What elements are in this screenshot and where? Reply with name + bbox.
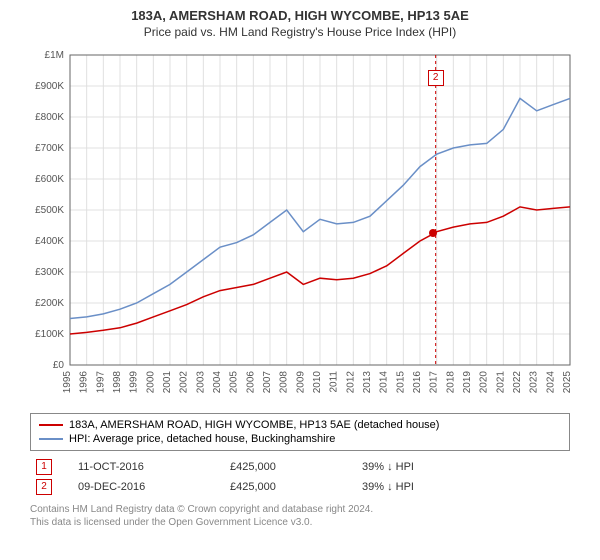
sale-marker-icon: 1 bbox=[36, 459, 52, 475]
svg-text:2022: 2022 bbox=[512, 371, 523, 394]
legend-label: HPI: Average price, detached house, Buck… bbox=[69, 433, 335, 445]
svg-text:£1M: £1M bbox=[45, 50, 64, 61]
svg-text:2025: 2025 bbox=[562, 371, 573, 394]
svg-text:2009: 2009 bbox=[295, 371, 306, 394]
svg-text:1998: 1998 bbox=[112, 371, 123, 394]
footer: Contains HM Land Registry data © Crown c… bbox=[30, 503, 570, 529]
chart-area: £0 £100K £200K £300K £400K £500K £600K £700K £80… bbox=[20, 45, 580, 405]
svg-text:£900K: £900K bbox=[35, 81, 64, 92]
svg-text:2001: 2001 bbox=[162, 371, 173, 394]
svg-text:£800K: £800K bbox=[35, 112, 64, 123]
footer-line: Contains HM Land Registry data © Crown c… bbox=[30, 503, 570, 516]
svg-text:£500K: £500K bbox=[35, 205, 64, 216]
svg-text:2007: 2007 bbox=[262, 371, 273, 394]
svg-text:1997: 1997 bbox=[95, 371, 106, 394]
svg-text:2003: 2003 bbox=[195, 371, 206, 394]
svg-text:2020: 2020 bbox=[479, 371, 490, 394]
sale-delta: 39% ↓ HPI bbox=[356, 477, 570, 497]
svg-text:2008: 2008 bbox=[279, 371, 290, 394]
svg-text:2018: 2018 bbox=[445, 371, 456, 394]
chart-title: 183A, AMERSHAM ROAD, HIGH WYCOMBE, HP13 … bbox=[12, 8, 588, 23]
sale-date: 11-OCT-2016 bbox=[72, 457, 224, 477]
svg-text:2000: 2000 bbox=[145, 371, 156, 394]
line-chart-svg: £0 £100K £200K £300K £400K £500K £600K £700K £80… bbox=[20, 45, 580, 405]
legend-swatch bbox=[39, 424, 63, 426]
svg-text:2012: 2012 bbox=[345, 371, 356, 394]
svg-text:£600K: £600K bbox=[35, 174, 64, 185]
svg-text:£0: £0 bbox=[53, 360, 65, 371]
svg-text:2024: 2024 bbox=[545, 371, 556, 394]
svg-text:2019: 2019 bbox=[462, 371, 473, 394]
svg-text:2014: 2014 bbox=[379, 371, 390, 394]
chart-sale-marker-icon: 2 bbox=[428, 70, 444, 86]
legend-swatch bbox=[39, 438, 63, 440]
svg-text:2002: 2002 bbox=[179, 371, 190, 394]
svg-text:2023: 2023 bbox=[529, 371, 540, 394]
sale-date: 09-DEC-2016 bbox=[72, 477, 224, 497]
svg-text:2010: 2010 bbox=[312, 371, 323, 394]
sales-table: 1 11-OCT-2016 £425,000 39% ↓ HPI 2 09-DE… bbox=[30, 457, 570, 497]
svg-text:£200K: £200K bbox=[35, 298, 64, 309]
svg-text:2013: 2013 bbox=[362, 371, 373, 394]
svg-text:2006: 2006 bbox=[245, 371, 256, 394]
svg-text:1995: 1995 bbox=[62, 371, 73, 394]
table-row: 2 09-DEC-2016 £425,000 39% ↓ HPI bbox=[30, 477, 570, 497]
sale-marker-icon: 2 bbox=[36, 479, 52, 495]
svg-text:£700K: £700K bbox=[35, 143, 64, 154]
svg-text:1996: 1996 bbox=[79, 371, 90, 394]
svg-text:1999: 1999 bbox=[129, 371, 140, 394]
svg-text:2005: 2005 bbox=[229, 371, 240, 394]
table-row: 1 11-OCT-2016 £425,000 39% ↓ HPI bbox=[30, 457, 570, 477]
chart-container: 183A, AMERSHAM ROAD, HIGH WYCOMBE, HP13 … bbox=[0, 0, 600, 539]
svg-text:2011: 2011 bbox=[329, 371, 340, 393]
svg-text:2021: 2021 bbox=[495, 371, 506, 394]
svg-text:£400K: £400K bbox=[35, 236, 64, 247]
svg-text:2004: 2004 bbox=[212, 371, 223, 394]
legend-item: 183A, AMERSHAM ROAD, HIGH WYCOMBE, HP13 … bbox=[39, 418, 561, 432]
title-block: 183A, AMERSHAM ROAD, HIGH WYCOMBE, HP13 … bbox=[12, 8, 588, 39]
sale-delta: 39% ↓ HPI bbox=[356, 457, 570, 477]
svg-text:2017: 2017 bbox=[429, 371, 440, 394]
legend: 183A, AMERSHAM ROAD, HIGH WYCOMBE, HP13 … bbox=[30, 413, 570, 451]
sale-price: £425,000 bbox=[224, 457, 356, 477]
svg-text:2016: 2016 bbox=[412, 371, 423, 394]
svg-text:2015: 2015 bbox=[395, 371, 406, 394]
footer-line: This data is licensed under the Open Gov… bbox=[30, 516, 570, 529]
svg-text:£100K: £100K bbox=[35, 329, 64, 340]
svg-text:£300K: £300K bbox=[35, 267, 64, 278]
legend-item: HPI: Average price, detached house, Buck… bbox=[39, 432, 561, 446]
legend-label: 183A, AMERSHAM ROAD, HIGH WYCOMBE, HP13 … bbox=[69, 419, 439, 431]
chart-subtitle: Price paid vs. HM Land Registry's House … bbox=[12, 25, 588, 39]
sale-price: £425,000 bbox=[224, 477, 356, 497]
